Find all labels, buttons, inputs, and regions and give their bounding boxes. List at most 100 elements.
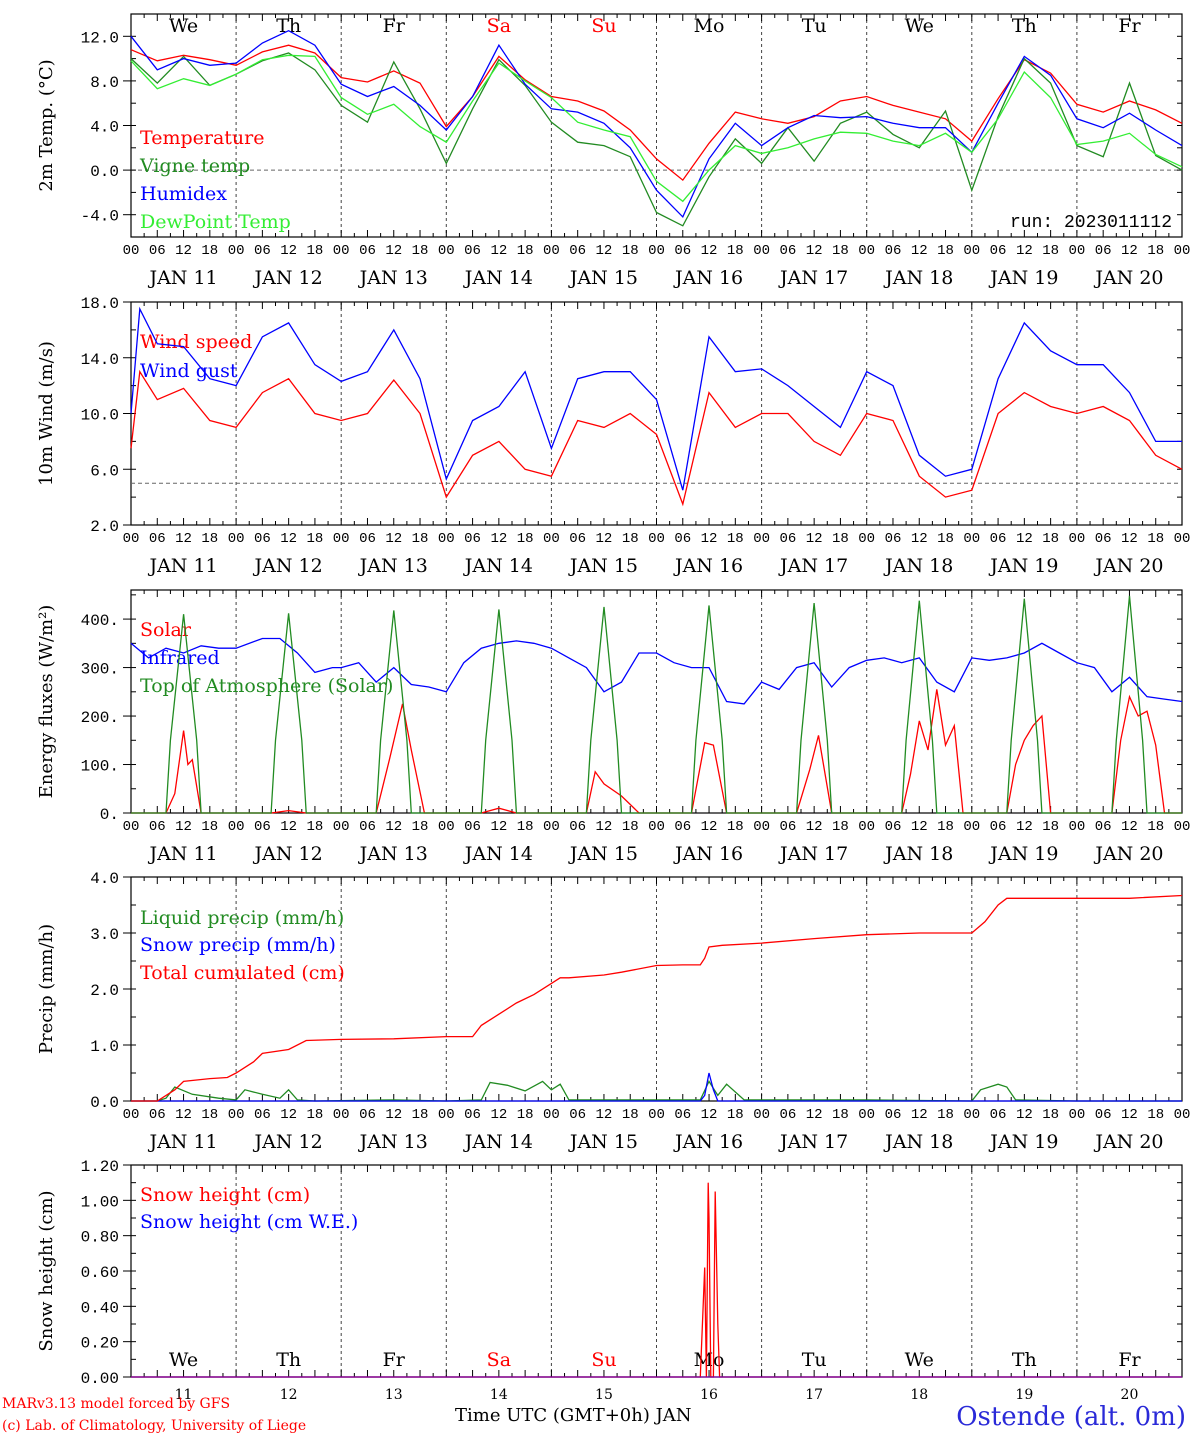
legend-entry: Infrared (140, 647, 220, 669)
hour-tick-label: 18 (1042, 1107, 1059, 1123)
hour-tick-label: 18 (832, 531, 849, 547)
day-number-label: 11 (175, 1387, 193, 1403)
hour-tick-label: 12 (806, 1107, 823, 1123)
hour-tick-label: 06 (359, 243, 376, 259)
legend-entry: Humidex (140, 183, 227, 205)
hour-tick-label: 18 (201, 243, 218, 259)
hour-tick-label: 12 (1121, 819, 1138, 835)
hour-tick-label: 12 (1016, 819, 1033, 835)
y-tick-label: 8.0 (90, 74, 119, 92)
hour-tick-label: 12 (1121, 1107, 1138, 1123)
hour-tick-label: 06 (779, 531, 796, 547)
hour-tick-label: 00 (1174, 531, 1191, 547)
date-label: JAN 17 (778, 267, 848, 289)
date-label: JAN 18 (883, 555, 953, 577)
hour-tick-label: 06 (149, 819, 166, 835)
hour-tick-label: 00 (963, 819, 980, 835)
hour-tick-label: 00 (1068, 1107, 1085, 1123)
hour-tick-label: 06 (149, 531, 166, 547)
date-label: JAN 12 (253, 1131, 323, 1153)
hour-tick-label: 18 (937, 531, 954, 547)
weekday-label: Th (1012, 15, 1037, 37)
hour-tick-label: 18 (517, 1107, 534, 1123)
hour-tick-label: 00 (1068, 531, 1085, 547)
hour-tick-label: 18 (622, 819, 639, 835)
date-label: JAN 11 (147, 843, 217, 865)
hour-tick-label: 00 (963, 1107, 980, 1123)
time-axis-label: Time UTC (GMT+0h) JAN (455, 1405, 692, 1426)
weekday-label: Mo (694, 15, 725, 37)
hour-tick-label: 12 (911, 531, 928, 547)
y-tick-label: 0. (100, 806, 119, 824)
hour-tick-label: 06 (254, 243, 271, 259)
hour-tick-label: 12 (385, 531, 402, 547)
hour-tick-label: 00 (438, 1107, 455, 1123)
date-label: JAN 17 (778, 1131, 848, 1153)
hour-tick-label: 18 (307, 1107, 324, 1123)
hour-tick-label: 06 (254, 819, 271, 835)
weekday-label: Tu (802, 1349, 827, 1371)
hour-tick-label: 00 (753, 531, 770, 547)
hour-tick-label: 00 (228, 819, 245, 835)
hour-tick-label: 06 (674, 1107, 691, 1123)
date-label: JAN 20 (1093, 1131, 1163, 1153)
hour-tick-label: 12 (385, 1107, 402, 1123)
hour-tick-label: 18 (937, 819, 954, 835)
date-label: JAN 18 (883, 843, 953, 865)
date-label: JAN 16 (673, 267, 743, 289)
hour-tick-label: 18 (937, 243, 954, 259)
y-tick-label: 0.80 (81, 1229, 119, 1247)
legend-entry: Snow height (cm W.E.) (140, 1211, 358, 1233)
hour-tick-label: 18 (201, 819, 218, 835)
hour-tick-label: 06 (885, 531, 902, 547)
hour-tick-label: 12 (280, 243, 297, 259)
weekday-label: Th (276, 15, 301, 37)
plot-frame-energy (130, 589, 1183, 814)
hour-tick-label: 12 (701, 531, 718, 547)
hour-tick-label: 06 (779, 819, 796, 835)
hour-tick-label: 18 (727, 531, 744, 547)
hour-tick-label: 18 (517, 819, 534, 835)
hour-tick-label: 12 (490, 243, 507, 259)
hour-tick-label: 00 (123, 531, 140, 547)
hour-tick-label: 00 (438, 819, 455, 835)
hour-tick-label: 06 (990, 1107, 1007, 1123)
y-tick-label: 18.0 (81, 295, 119, 313)
hour-tick-label: 00 (1174, 243, 1191, 259)
hour-tick-label: 12 (806, 819, 823, 835)
legend-entry: DewPoint Temp (140, 211, 291, 233)
date-label: JAN 20 (1093, 267, 1163, 289)
hour-tick-label: 06 (674, 531, 691, 547)
series-line-energy (130, 637, 1183, 705)
hour-tick-label: 00 (753, 243, 770, 259)
hour-tick-label: 00 (1068, 819, 1085, 835)
hour-tick-label: 18 (622, 1107, 639, 1123)
hour-tick-label: 00 (228, 531, 245, 547)
hour-tick-label: 06 (779, 243, 796, 259)
y-tick-label: 200. (81, 709, 119, 727)
hour-tick-label: 12 (701, 819, 718, 835)
weekday-label: We (169, 15, 198, 37)
date-label: JAN 15 (568, 555, 638, 577)
hour-tick-label: 12 (490, 1107, 507, 1123)
day-number-label: 18 (910, 1387, 928, 1403)
weekday-label: Fr (1118, 15, 1141, 37)
y-tick-label: 1.0 (90, 1038, 119, 1056)
hour-tick-label: 12 (1121, 531, 1138, 547)
series-line-energy (131, 595, 1182, 814)
date-label: JAN 19 (988, 555, 1058, 577)
hour-tick-label: 00 (123, 1107, 140, 1123)
hour-tick-label: 06 (149, 1107, 166, 1123)
hour-tick-label: 00 (333, 819, 350, 835)
weekday-label: Fr (383, 15, 406, 37)
hour-tick-label: 00 (648, 1107, 665, 1123)
hour-tick-label: 00 (753, 1107, 770, 1123)
hour-tick-label: 00 (648, 243, 665, 259)
hour-tick-label: 00 (123, 243, 140, 259)
hour-tick-label: 18 (727, 1107, 744, 1123)
y-tick-label: 400. (81, 612, 119, 630)
day-number-label: 19 (1015, 1387, 1033, 1403)
date-label: JAN 15 (568, 843, 638, 865)
y-tick-label: -4.0 (81, 208, 119, 226)
